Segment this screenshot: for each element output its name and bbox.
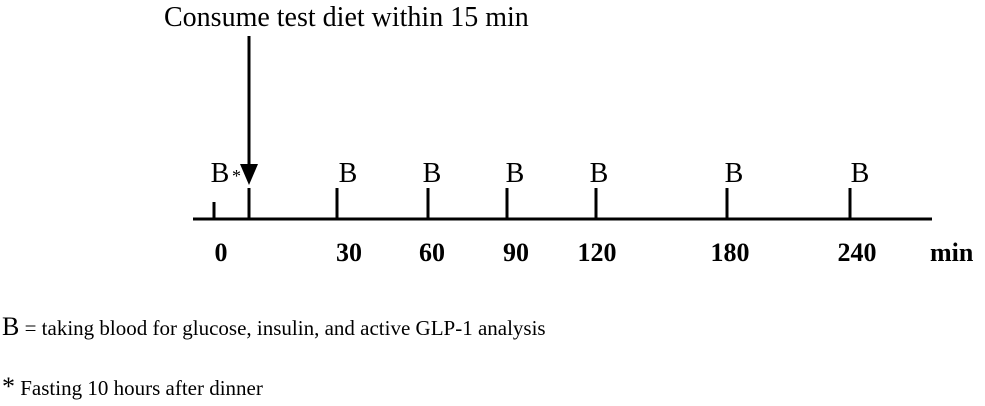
diet-annotation: Consume test diet within 15 min — [164, 2, 529, 33]
time-unit-label: min — [930, 238, 974, 267]
legend-blood-text: = taking blood for glucose, insulin, and… — [19, 316, 546, 340]
legend-blood-symbol: B — [2, 312, 20, 341]
tick-label-0: 0 — [214, 238, 228, 267]
blood-marker-60: B — [422, 158, 442, 189]
blood-marker-180: B — [724, 158, 744, 189]
tick-label-30: 30 — [336, 238, 362, 267]
blood-marker-120: B — [589, 158, 609, 189]
legend-fasting: * Fasting 10 hours after dinner — [2, 372, 263, 402]
blood-marker-240: B — [850, 158, 870, 189]
tick-label-60: 60 — [419, 238, 445, 267]
blood-marker-90: B — [505, 158, 525, 189]
diet-arrow-head — [240, 164, 258, 185]
tick-label-180: 180 — [710, 238, 750, 267]
tick-label-90: 90 — [503, 238, 529, 267]
tick-label-240: 240 — [837, 238, 877, 267]
blood-marker-0: B — [210, 158, 230, 189]
fasting-star-marker: * — [232, 166, 241, 186]
legend-fasting-text: Fasting 10 hours after dinner — [15, 376, 263, 400]
blood-marker-30: B — [338, 158, 358, 189]
legend-blood: B = taking blood for glucose, insulin, a… — [2, 312, 546, 342]
tick-label-120: 120 — [577, 238, 617, 267]
legend-fasting-symbol: * — [2, 372, 15, 401]
